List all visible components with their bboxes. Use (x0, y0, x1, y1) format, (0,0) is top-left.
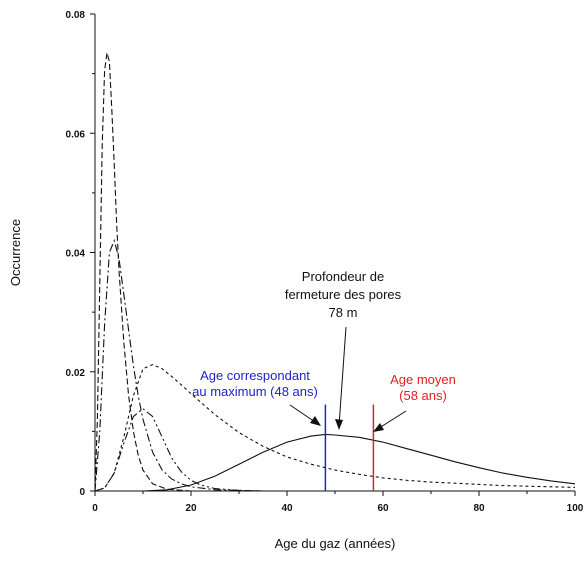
y-axis-title: Occurrence (8, 219, 23, 286)
x-tick-label: 100 (567, 503, 584, 514)
x-tick-label: 20 (185, 503, 197, 514)
y-tick-label: 0.04 (66, 249, 86, 260)
annotation-max-line-1: Age correspondant (200, 368, 310, 383)
series-line-1 (94, 52, 192, 492)
arrow-max (289, 404, 321, 426)
annotation-closure-line-3: 78 m (329, 305, 358, 320)
annotation-closure-line-2: fermeture des pores (285, 287, 402, 302)
series-line-2 (94, 238, 287, 492)
x-axis-title: Age du gaz (années) (275, 536, 396, 551)
marker-layer (324, 404, 375, 491)
x-tick-label: 40 (281, 503, 293, 514)
annotation-mean-line-2: (58 ans) (399, 388, 447, 403)
axes: 0 20 40 60 80 100 0 0.02 0.04 0.06 0.08 Age du gaz … (8, 10, 584, 551)
series-line-4 (94, 363, 576, 492)
series-line-5 (142, 433, 576, 492)
y-tick-label: 0.02 (66, 368, 86, 379)
x-tick-label: 80 (473, 503, 485, 514)
arrow-closure (335, 326, 347, 430)
x-tick-label: 0 (92, 503, 98, 514)
annotation-max-line-2: au maximum (48 ans) (192, 384, 318, 399)
y-tick-label: 0 (79, 487, 85, 498)
x-tick-label: 60 (377, 503, 389, 514)
annotation-layer: Profondeur de fermeture des pores 78 m A… (192, 269, 456, 432)
y-tick-label: 0.06 (66, 129, 86, 140)
series-line-3 (94, 407, 287, 492)
annotation-closure-line-1: Profondeur de (302, 269, 384, 284)
arrow-mean (373, 410, 407, 432)
y-tick-label: 0.08 (66, 10, 86, 21)
annotation-mean-line-1: Age moyen (390, 372, 456, 387)
series-layer (94, 52, 576, 492)
